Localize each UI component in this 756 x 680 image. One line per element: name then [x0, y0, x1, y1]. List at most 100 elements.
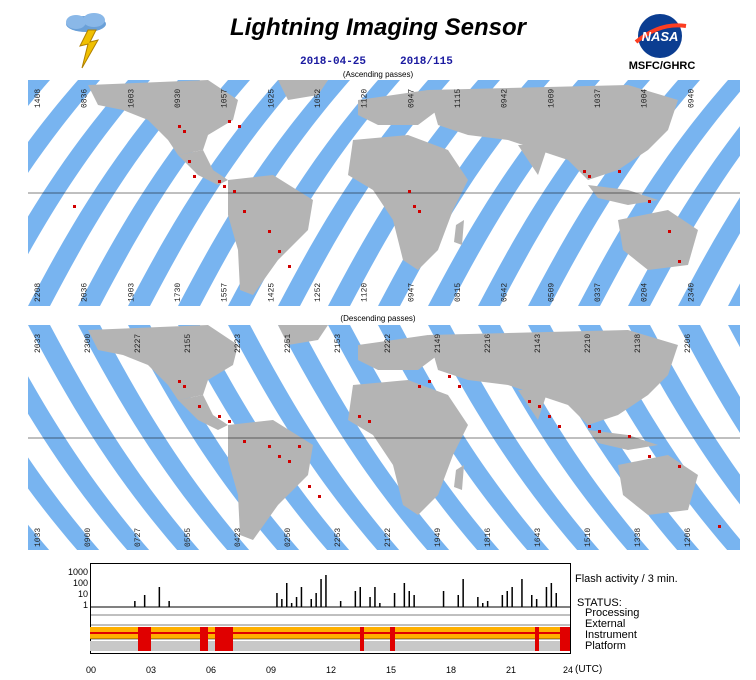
status-anomaly-mark [145, 627, 151, 651]
status-anomaly-mark [535, 627, 539, 651]
orbit-time-label: 0250 [284, 528, 293, 547]
flash-bar [379, 603, 381, 607]
page-title: Lightning Imaging Sensor [230, 14, 526, 41]
orbit-swath [378, 325, 550, 550]
flash-bar [506, 591, 508, 607]
continents-desc [88, 325, 698, 540]
orbit-time-label: 2153 [334, 334, 343, 353]
orbit-swath [278, 325, 450, 550]
flash-bar [143, 595, 146, 607]
lightning-flash [243, 440, 246, 443]
flash-bar [531, 595, 533, 607]
lightning-flash [298, 445, 301, 448]
x-tick: 03 [145, 665, 156, 675]
status-panel [90, 563, 571, 654]
lightning-flash [368, 420, 371, 423]
lightning-flash [528, 400, 531, 403]
flash-bar [403, 583, 406, 607]
orbit-time-label: 2138 [634, 334, 643, 353]
lightning-flash [588, 425, 591, 428]
lightning-flash [278, 455, 281, 458]
flash-bar [374, 587, 376, 607]
lightning-flash [583, 170, 586, 173]
orbit-time-label: 0947 [407, 89, 416, 108]
status-title: STATUS: [577, 597, 622, 609]
lightning-flash [308, 485, 311, 488]
lightning-flash [178, 125, 181, 128]
orbit-time-label: 0940 [687, 89, 696, 108]
orbit-time-label: 1033 [34, 528, 43, 547]
lightning-flash [548, 415, 551, 418]
flash-bar [501, 595, 504, 607]
status-platform: Platform [585, 640, 626, 652]
orbit-time-label: 1816 [484, 528, 493, 547]
status-anomaly-mark [390, 627, 395, 651]
lightning-flash [288, 265, 291, 268]
flash-bar [457, 595, 459, 607]
orbit-swath [78, 325, 250, 550]
flash-bar [511, 587, 513, 607]
orbit-time-label: 0423 [234, 528, 243, 547]
x-tick: 21 [505, 665, 516, 675]
flash-bar [290, 603, 293, 607]
descending-map: 2033 2300 2227 2155 2223 2251 2153 2222 2149 2216… [28, 325, 740, 550]
flash-bar [550, 583, 553, 607]
orbit-time-label: 0204 [641, 283, 650, 302]
x-tick: 00 [85, 665, 96, 675]
orbit-time-label: 1057 [221, 89, 230, 108]
orbit-time-label: 2143 [534, 334, 543, 353]
flash-bar [555, 593, 557, 607]
platform-status-bar [90, 641, 570, 651]
orbit-time-label: 2251 [284, 334, 293, 353]
orbit-time-label: 0947 [407, 283, 416, 302]
orbit-swath [678, 197, 740, 306]
lightning-flash [183, 385, 186, 388]
lightning-flash [718, 525, 721, 528]
orbit-time-label: 2300 [84, 334, 93, 353]
org-label: MSFC/GHRC [628, 60, 696, 72]
orbit-time-label: 1903 [127, 283, 136, 302]
lightning-flash [418, 210, 421, 213]
orbit-time-label: 0727 [134, 528, 143, 547]
descending-label: (Descending passes) [340, 314, 416, 323]
status-anomaly-mark [360, 627, 364, 651]
flash-bar [535, 599, 538, 607]
orbit-time-label: 2216 [484, 334, 493, 353]
x-tick: 24 [562, 665, 573, 675]
status-instrument: Instrument [585, 629, 637, 641]
lightning-flash [588, 175, 591, 178]
lightning-flash [238, 125, 241, 128]
orbit-time-label: 1730 [174, 283, 183, 302]
orbit-swath [728, 325, 740, 348]
lightning-flash [628, 435, 631, 438]
flash-bar [477, 597, 479, 607]
orbit-time-label: 2340 [687, 283, 696, 302]
y-tick: 1 [82, 600, 88, 610]
lightning-flash [243, 210, 246, 213]
lightning-flash [268, 230, 271, 233]
flash-bar [354, 591, 357, 607]
y-tick: 10 [77, 589, 88, 599]
flash-bar [462, 579, 464, 607]
flash-activity-label: Flash activity / 3 min. [575, 573, 678, 585]
flash-bar [482, 603, 484, 607]
lightning-flash [358, 415, 361, 418]
flash-bar [545, 587, 548, 607]
orbit-time-label: 1425 [267, 283, 276, 302]
ascending-label: (Ascending passes) [342, 70, 414, 79]
flash-bar [295, 597, 298, 607]
x-tick: 18 [445, 665, 456, 675]
lightning-flash [448, 375, 451, 378]
orbit-time-label: 2227 [134, 334, 143, 353]
flash-bar [310, 599, 312, 607]
lightning-flash [178, 380, 181, 383]
orbit-time-label: 2208 [34, 283, 43, 302]
orbit-swath [428, 325, 600, 550]
orbit-time-label: 1037 [594, 89, 603, 108]
orbit-swath [228, 325, 400, 550]
x-tick: 09 [265, 665, 276, 675]
lightning-flash [218, 180, 221, 183]
orbit-time-label: 0930 [174, 89, 183, 108]
orbit-swath [28, 80, 50, 107]
orbit-time-label: 1252 [314, 283, 323, 302]
